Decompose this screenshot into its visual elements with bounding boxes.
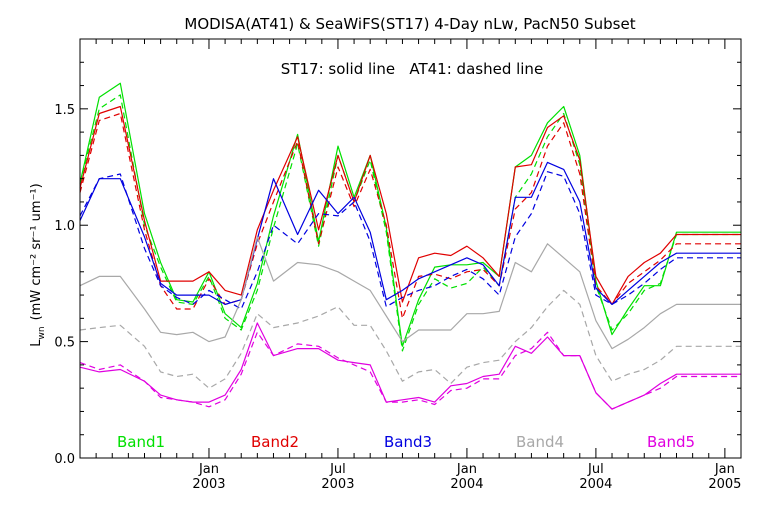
chart-subtitle: ST17: solid line AT41: dashed line <box>281 60 543 78</box>
chart-title: MODISA(AT41) & SeaWiFS(ST17) 4-Day nLw, … <box>184 15 635 33</box>
legend-item-band4: Band4 <box>516 433 564 451</box>
series-line-band1-solid <box>79 82 741 347</box>
series-line-band2-dashed <box>79 112 741 319</box>
y-tick-label: 1.0 <box>54 219 75 234</box>
x-tick-label-month: Jan <box>714 462 735 477</box>
series-line-band4-solid <box>79 236 741 350</box>
series-line-band5-solid <box>79 322 741 410</box>
x-tick-label-month: Jan <box>198 462 219 477</box>
legend-item-band2: Band2 <box>251 433 299 451</box>
legend-item-band5: Band5 <box>647 433 695 451</box>
x-tick-label-year: 2003 <box>192 477 225 492</box>
svg-text:Lwn(mW cm⁻² sr⁻¹ um⁻¹): Lwn (mW cm⁻² sr⁻¹ um⁻¹) <box>29 183 47 346</box>
x-tick-label-month: Jan <box>456 462 477 477</box>
x-tick-label-year: 2004 <box>450 477 483 492</box>
series-line-band1-dashed <box>79 94 741 352</box>
y-tick-label: 0.0 <box>54 452 75 467</box>
legend: Band1 Band2 Band3 Band4 Band5 <box>117 433 695 451</box>
x-tick-label-year: 2004 <box>579 477 612 492</box>
x-tick-label-month: Jul <box>587 462 604 477</box>
x-tick-label-year: 2003 <box>321 477 354 492</box>
legend-item-band1: Band1 <box>117 433 165 451</box>
series-layer <box>79 82 741 410</box>
y-axis-label-sub: wn <box>37 326 47 339</box>
y-tick-label: 0.5 <box>54 336 75 351</box>
x-tick-label-month: Jul <box>329 462 346 477</box>
y-axis-label-main: L <box>29 339 44 347</box>
y-tick-label: 1.5 <box>54 103 75 118</box>
series-line-band4-dashed <box>79 289 741 389</box>
y-axis-label-units: (mW cm⁻² sr⁻¹ um⁻¹) <box>29 183 44 320</box>
series-line-band3-dashed <box>79 171 741 310</box>
axes-layer: 0.00.51.01.5Jan2003Jul2003Jan2004Jul2004… <box>54 38 742 492</box>
series-line-band3-solid <box>79 161 741 305</box>
y-axis-label: Lwn (mW cm⁻² sr⁻¹ um⁻¹) <box>29 183 47 346</box>
x-tick-label-year: 2005 <box>708 477 741 492</box>
series-line-band5-dashed <box>79 331 741 410</box>
series-line-band2-solid <box>79 105 741 305</box>
legend-item-band3: Band3 <box>384 433 432 451</box>
plot-frame <box>79 38 742 459</box>
